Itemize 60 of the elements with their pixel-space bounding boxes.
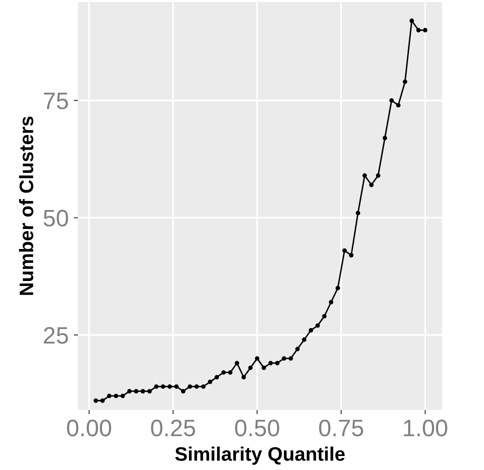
x-tick-label: 0.00 (67, 420, 112, 436)
point (114, 394, 118, 398)
point (268, 360, 273, 366)
point (208, 380, 212, 384)
point (389, 98, 394, 103)
point (396, 102, 401, 108)
point (241, 374, 246, 380)
point (154, 384, 159, 389)
point (322, 314, 327, 318)
point (328, 300, 334, 304)
point (262, 366, 266, 370)
point (288, 356, 293, 361)
point (134, 389, 138, 394)
point (194, 384, 199, 389)
point (160, 384, 166, 389)
point (376, 173, 380, 178)
point (228, 370, 232, 375)
point (254, 356, 260, 361)
x-tick-label: 0.25 (151, 420, 196, 436)
point (120, 394, 125, 398)
point (275, 360, 280, 366)
point (100, 398, 105, 403)
point (410, 18, 414, 23)
y-axis-title: Number of Clusters (19, 116, 34, 295)
point (180, 389, 186, 394)
y-tick-label: 50 (44, 210, 68, 227)
point (221, 370, 226, 375)
point (342, 248, 347, 253)
x-tick-label: 0.75 (319, 420, 364, 436)
x-axis-title: Similarity Quantile (175, 446, 345, 465)
x-tick-label: 1.00 (404, 420, 448, 436)
point (174, 384, 179, 389)
point (308, 328, 314, 332)
point (295, 346, 300, 352)
point (422, 28, 428, 32)
point (107, 394, 112, 398)
point (188, 384, 192, 389)
point (356, 210, 360, 216)
x-tick-label: 0.50 (235, 420, 280, 436)
point (168, 384, 172, 389)
point (336, 286, 340, 290)
point (382, 136, 388, 140)
point (201, 384, 206, 389)
y-tick-label: 25 (44, 327, 68, 344)
y-tick-label: 75 (44, 92, 68, 110)
point (416, 28, 421, 32)
point (282, 356, 286, 361)
point (315, 323, 320, 328)
point (402, 80, 408, 84)
point (147, 389, 152, 394)
point (248, 366, 253, 370)
point (362, 173, 367, 178)
point (140, 389, 146, 394)
point (369, 182, 374, 188)
point (234, 360, 240, 366)
point (127, 389, 132, 394)
point (302, 337, 306, 342)
point (214, 374, 220, 380)
point (94, 398, 98, 403)
point (349, 253, 354, 258)
